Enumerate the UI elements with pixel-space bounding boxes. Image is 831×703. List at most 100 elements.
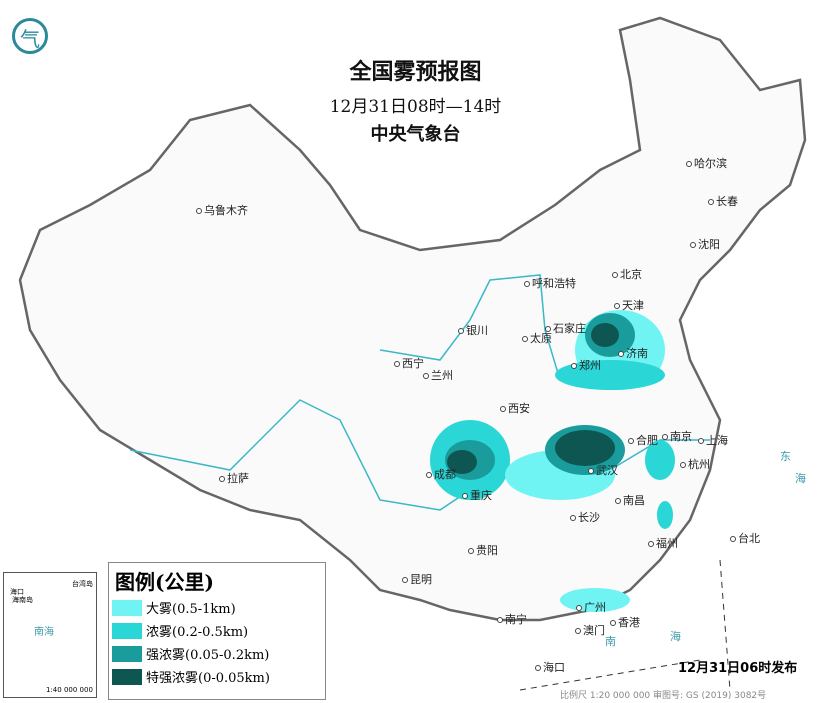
city-marker-icon: [423, 373, 429, 379]
city-name: 广州: [584, 601, 606, 614]
city-label: 重庆: [462, 487, 492, 503]
city-marker-icon: [545, 326, 551, 332]
sea-label: 东: [780, 450, 791, 463]
nine-dash-line: [519, 559, 731, 691]
city-marker-icon: [524, 281, 530, 287]
city-label: 杭州: [680, 456, 710, 472]
city-label: 呼和浩特: [524, 275, 576, 291]
city-marker-icon: [219, 476, 225, 482]
city-marker-icon: [458, 328, 464, 334]
legend-swatch: [112, 599, 142, 616]
city-marker-icon: [571, 363, 577, 369]
city-label: 成都: [426, 466, 456, 482]
city-name: 长春: [716, 195, 738, 208]
city-label: 石家庄: [545, 320, 586, 336]
city-marker-icon: [690, 242, 696, 248]
city-name: 武汉: [596, 464, 618, 477]
city-name: 长沙: [578, 511, 600, 524]
map-title: 全国雾预报图: [349, 60, 482, 85]
city-label: 福州: [648, 535, 678, 551]
inset-label: 海口: [10, 588, 24, 596]
city-name: 郑州: [579, 359, 601, 372]
legend-swatch: [112, 645, 142, 662]
city-name: 天津: [622, 299, 644, 312]
city-label: 西安: [500, 400, 530, 416]
sea-label: 南: [605, 635, 616, 648]
forecast-period: 12月31日08时—14时: [329, 97, 502, 117]
yangtze-river: [129, 399, 710, 511]
city-label: 西宁: [394, 355, 424, 371]
inset-label: 海南岛: [12, 596, 33, 604]
city-name: 兰州: [431, 369, 453, 382]
sea-label: 海: [795, 472, 806, 485]
legend-item: 强浓雾(0.05-0.2km): [112, 643, 325, 664]
city-name: 西安: [508, 402, 530, 415]
city-name: 沈阳: [698, 238, 720, 251]
city-marker-icon: [648, 541, 654, 547]
city-label: 台北: [730, 530, 760, 546]
city-name: 南昌: [623, 494, 645, 507]
city-name: 西宁: [402, 357, 424, 370]
city-label: 郑州: [571, 357, 601, 373]
city-name: 海口: [543, 661, 565, 674]
city-marker-icon: [402, 577, 408, 583]
city-name: 昆明: [410, 573, 432, 586]
legend-label: 浓雾(0.2-0.5km): [146, 625, 249, 640]
city-marker-icon: [610, 620, 616, 626]
city-marker-icon: [698, 438, 704, 444]
city-marker-icon: [196, 208, 202, 214]
city-name: 石家庄: [553, 322, 586, 335]
south-china-sea-inset: 南海 海口 海南岛 台湾岛 1:40 000 000: [3, 572, 97, 698]
footer-scale-approval: 比例尺 1:20 000 000 审图号: GS (2019) 3082号: [560, 691, 767, 701]
city-name: 乌鲁木齐: [204, 204, 248, 217]
legend: 图例(公里) 大雾(0.5-1km) 浓雾(0.2-0.5km) 强浓雾(0.05-…: [108, 562, 326, 700]
city-marker-icon: [575, 628, 581, 634]
city-name: 济南: [626, 347, 648, 360]
city-name: 香港: [618, 616, 640, 629]
city-marker-icon: [708, 199, 714, 205]
city-name: 福州: [656, 537, 678, 550]
legend-swatch: [112, 622, 142, 639]
legend-label: 强浓雾(0.05-0.2km): [146, 648, 270, 663]
city-label: 济南: [618, 345, 648, 361]
city-label: 澳门: [575, 622, 605, 638]
city-label: 太原: [522, 330, 552, 346]
city-marker-icon: [570, 515, 576, 521]
city-label: 广州: [576, 599, 606, 615]
city-label: 长春: [708, 193, 738, 209]
legend-title: 图例(公里): [115, 570, 214, 594]
city-marker-icon: [614, 303, 620, 309]
city-marker-icon: [394, 361, 400, 367]
city-name: 南京: [670, 430, 692, 443]
city-label: 南京: [662, 428, 692, 444]
city-marker-icon: [730, 536, 736, 542]
city-label: 合肥: [628, 432, 658, 448]
city-marker-icon: [462, 493, 468, 499]
city-name: 北京: [620, 268, 642, 281]
city-label: 拉萨: [219, 470, 249, 486]
city-name: 南宁: [505, 613, 527, 626]
city-label: 贵阳: [468, 542, 498, 558]
city-marker-icon: [618, 351, 624, 357]
inset-sea-label: 南海: [34, 627, 54, 638]
city-name: 呼和浩特: [532, 277, 576, 290]
city-marker-icon: [680, 462, 686, 468]
city-label: 南昌: [615, 492, 645, 508]
city-marker-icon: [615, 498, 621, 504]
city-label: 海口: [535, 659, 565, 675]
city-marker-icon: [576, 605, 582, 611]
city-marker-icon: [500, 406, 506, 412]
legend-swatch: [112, 668, 142, 685]
inset-label: 台湾岛: [72, 580, 93, 588]
sea-label: 海: [670, 630, 681, 643]
city-name: 贵阳: [476, 544, 498, 557]
city-name: 合肥: [636, 434, 658, 447]
city-label: 上海: [698, 432, 728, 448]
city-marker-icon: [468, 548, 474, 554]
city-name: 上海: [706, 434, 728, 447]
city-marker-icon: [522, 336, 528, 342]
city-name: 澳门: [583, 624, 605, 637]
fog-areas: [430, 310, 675, 612]
